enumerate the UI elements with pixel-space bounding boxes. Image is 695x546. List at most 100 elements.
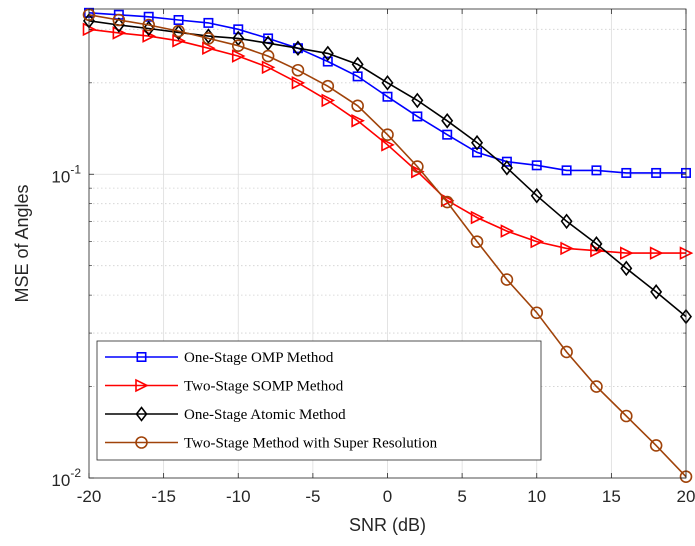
data-point [440,195,454,209]
data-point [500,224,515,238]
y-axis-label: MSE of Angles [12,184,32,302]
data-point [471,134,484,151]
data-point [591,165,602,176]
data-point [112,17,125,33]
x-tick-label: -15 [151,487,176,506]
data-point [231,49,246,63]
data-point [381,75,394,91]
x-tick-label: 20 [677,487,695,506]
series-line [88,28,686,254]
data-point [321,45,334,62]
x-tick-label: 15 [602,487,621,506]
series-lines [82,7,694,483]
data-point [560,213,573,230]
data-point [142,18,155,32]
legend-entry: One-Stage Atomic Method [105,406,346,423]
series-line [88,12,686,174]
data-point [203,17,214,28]
x-tick-label: 0 [383,487,392,506]
series-line [88,14,687,478]
data-point [500,160,513,176]
legend-marker [135,436,148,449]
legend-label: One-Stage Atomic Method [184,407,346,423]
data-point [619,246,634,260]
data-point [649,439,663,452]
data-point [530,187,543,204]
legend-entry: One-Stage OMP Method [105,350,334,366]
legend-label: Two-Stage Method with Super Resolution [184,436,438,452]
y-tick-label: 10-1 [51,162,81,186]
data-point [382,91,393,102]
x-tick-label: -5 [305,487,320,506]
data-point [262,35,275,52]
data-point [112,26,127,40]
data-point [261,49,275,63]
legend-box [96,340,542,461]
data-point [291,76,306,90]
data-point [112,13,126,27]
data-point [530,306,544,320]
data-point [411,164,425,179]
grid [88,9,687,479]
data-point [650,284,663,300]
x-tick-label: -10 [226,487,251,506]
data-point [321,93,336,108]
data-point [649,246,664,260]
data-point [321,79,335,93]
series-4 [82,8,693,483]
data-point [651,167,662,178]
x-tick-label: 5 [457,487,466,506]
legend-marker [135,406,148,422]
data-point [411,92,424,109]
legend-label: One-Stage OMP Method [184,350,334,366]
y-tick-label: 10-2 [51,466,81,490]
data-point [291,40,304,57]
data-point [561,165,572,176]
data-point [381,128,394,141]
x-tick-label: -20 [77,487,102,506]
data-point [381,138,395,152]
axis-ticks: -20 -15 -10 -5 0 5 10 15 20 10-2 10-1 [51,9,695,506]
data-point [621,167,632,178]
data-point [291,63,305,77]
data-point [412,111,423,122]
data-point [261,60,276,75]
data-point [470,235,484,248]
data-point [590,380,603,393]
data-point [501,156,512,167]
legend-label: Two-Stage SOMP Method [184,379,344,395]
legend-entry: Two-Stage Method with Super Resolution [105,436,438,452]
data-point [560,241,574,256]
data-point [441,112,454,129]
data-point [351,56,364,73]
data-point [233,24,244,35]
data-point [620,260,633,277]
data-point [322,56,333,67]
data-point [172,24,185,38]
data-point [173,14,184,25]
data-point [202,32,215,45]
x-axis-label: SNR (dB) [349,515,426,535]
legend-marker [136,351,147,362]
data-point [530,234,545,249]
data-point [142,29,156,43]
data-point [590,236,603,252]
data-point [560,345,573,359]
data-point [411,160,424,173]
data-point [351,99,364,113]
data-point [202,41,216,56]
data-point [531,160,542,171]
data-point [231,39,245,52]
series-2 [82,22,694,260]
data-point [500,273,514,286]
x-tick-label: 10 [527,487,546,506]
legend-entry: Two-Stage SOMP Method [105,379,344,395]
data-point [351,113,365,128]
legend: One-Stage OMP Method Two-Stage SOMP Metho… [96,340,542,461]
data-point [470,210,485,225]
data-point [442,129,453,140]
legend-marker [135,378,149,393]
data-point [590,243,604,258]
